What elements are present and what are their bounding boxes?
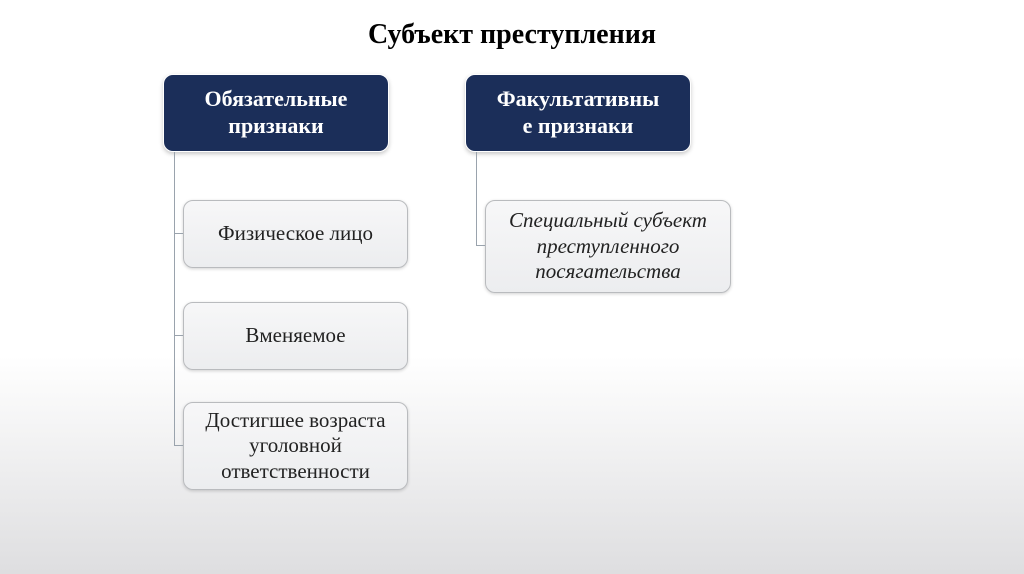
child-sane: Вменяемое <box>183 302 408 370</box>
child-age-of-responsibility: Достигшее возраста уголовной ответственн… <box>183 402 408 490</box>
page-title: Субъект преступления <box>0 19 1024 51</box>
header-optional: Факультативны е признаки <box>465 74 691 152</box>
child-age-line1: Достигшее возраста <box>205 408 385 434</box>
col0-connector-elbow-1 <box>174 335 183 336</box>
col1-connector-elbow-0 <box>476 245 485 246</box>
child-special-line2: преступленного <box>509 234 707 260</box>
col0-connector-elbow-0 <box>174 233 183 234</box>
header-mandatory-line1: Обязательные <box>205 86 348 113</box>
child-age-line3: ответственности <box>205 459 385 485</box>
child-physical-person: Физическое лицо <box>183 200 408 268</box>
header-optional-line2: е признаки <box>497 113 660 140</box>
col0-connector-elbow-2 <box>174 445 183 446</box>
header-mandatory-line2: признаки <box>205 113 348 140</box>
child-special-line3: посягательства <box>509 259 707 285</box>
child-special-subject: Специальный субъект преступленного посяг… <box>485 200 731 293</box>
child-age-line2: уголовной <box>205 433 385 459</box>
col0-connector-drop <box>174 152 175 446</box>
col1-connector-drop <box>476 152 477 246</box>
child-special-line1: Специальный субъект <box>509 208 707 234</box>
header-optional-line1: Факультативны <box>497 86 660 113</box>
header-mandatory: Обязательные признаки <box>163 74 389 152</box>
